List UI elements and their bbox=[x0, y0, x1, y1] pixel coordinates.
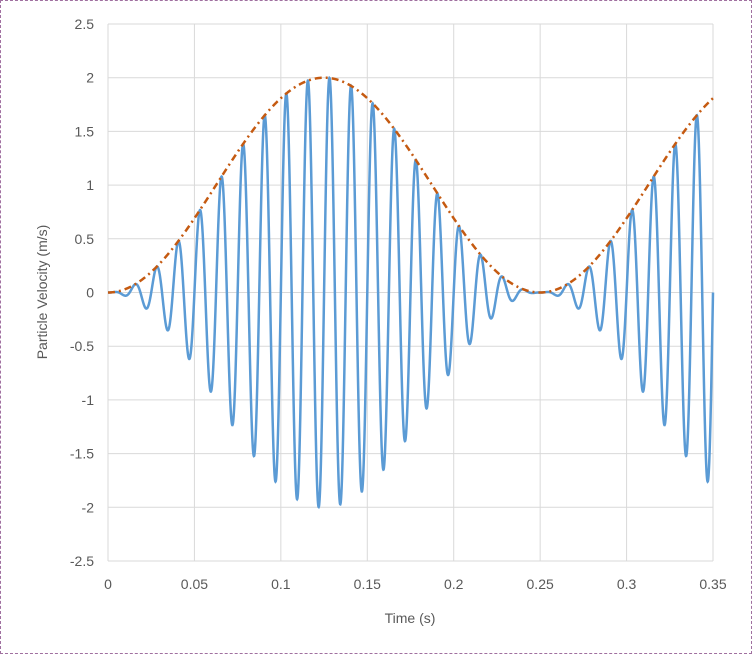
y-tick-label: 2 bbox=[86, 70, 94, 86]
tick-labels: 2.5 2 1.5 1 0.5 0 -0.5 -1 -1.5 -2 -2.5 0 0.05 0.1 0.15… bbox=[70, 16, 727, 592]
y-axis-label: Particle Velocity (m/s) bbox=[34, 225, 50, 360]
y-tick-label: 0.5 bbox=[75, 231, 95, 247]
y-tick-label: -2 bbox=[82, 499, 95, 515]
y-tick-label: 2.5 bbox=[75, 16, 95, 32]
x-tick-label: 0.25 bbox=[527, 576, 554, 592]
x-tick-label: 0.1 bbox=[271, 576, 291, 592]
x-tick-label: 0 bbox=[104, 576, 112, 592]
y-tick-label: -2.5 bbox=[70, 553, 94, 569]
x-tick-label: 0.15 bbox=[354, 576, 381, 592]
y-tick-label: -0.5 bbox=[70, 338, 94, 354]
y-tick-label: -1.5 bbox=[70, 446, 94, 462]
x-tick-label: 0.35 bbox=[699, 576, 726, 592]
y-tick-label: -1 bbox=[82, 392, 95, 408]
x-tick-label: 0.2 bbox=[444, 576, 464, 592]
series-velocity-line bbox=[108, 75, 715, 510]
x-tick-label: 0.3 bbox=[617, 576, 637, 592]
y-tick-label: 1.5 bbox=[75, 123, 95, 139]
x-axis-label: Time (s) bbox=[385, 610, 436, 626]
x-tick-label: 0.05 bbox=[181, 576, 208, 592]
y-tick-label: 1 bbox=[86, 177, 94, 193]
y-tick-label: 0 bbox=[86, 285, 94, 301]
